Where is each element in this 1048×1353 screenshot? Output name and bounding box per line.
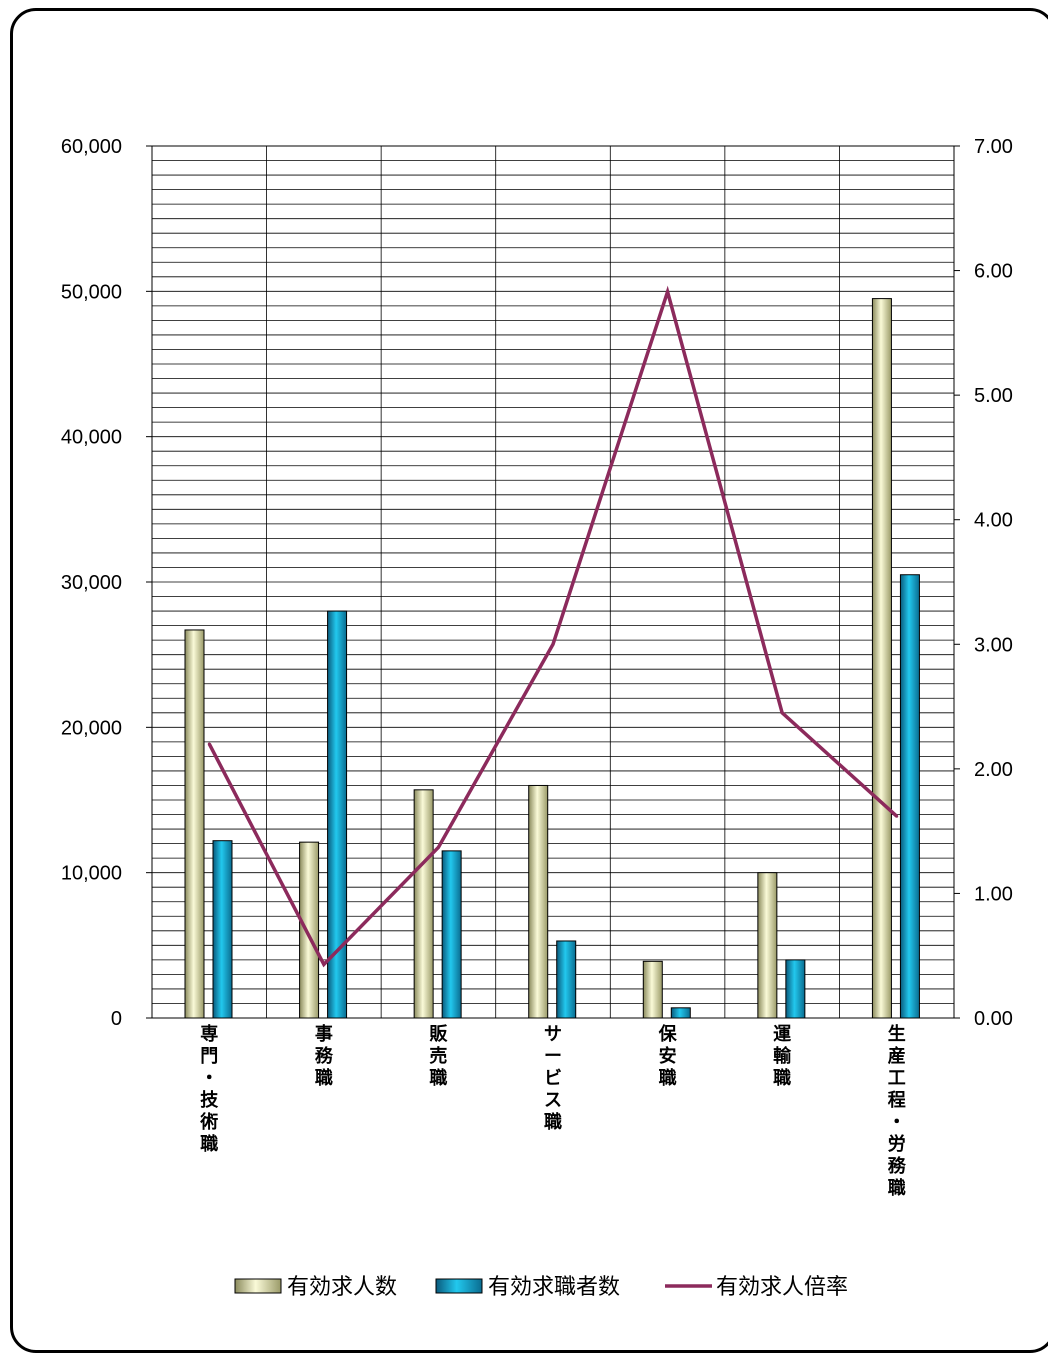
left-axis-tick-label: 20,000 <box>61 717 122 739</box>
legend-swatch-job-openings <box>234 1278 282 1294</box>
left-axis-tick-label: 10,000 <box>61 863 122 885</box>
category-label: 販売職 <box>429 1024 448 1089</box>
ratio-point <box>322 962 326 966</box>
ratio-point <box>551 642 555 646</box>
right-axis-tick-label: 5.00 <box>974 385 1013 407</box>
bar-job-seekers <box>899 574 920 1019</box>
left-axis-tick-label: 0 <box>111 1008 122 1030</box>
category-label: 生産工程・労務職 <box>888 1023 907 1199</box>
legend: 有効求人数 有効求職者数 有効求人倍率 <box>234 1275 848 1300</box>
legend-swatch-job-seekers <box>435 1278 483 1294</box>
bar-job-seekers <box>670 1007 691 1019</box>
bar-job-openings <box>528 784 549 1019</box>
bar-job-openings <box>871 298 892 1019</box>
legend-label-ratio: 有効求人倍率 <box>716 1275 848 1300</box>
bar-job-openings <box>184 629 205 1019</box>
bars <box>184 298 920 1019</box>
right-axis-tick-label: 3.00 <box>974 634 1013 656</box>
ratio-point <box>666 290 670 294</box>
category-label: 事務職 <box>315 1023 334 1089</box>
left-axis-tick-label: 30,000 <box>61 572 122 594</box>
right-axis-tick-label: 0.00 <box>974 1008 1013 1030</box>
ratio-point <box>436 845 440 849</box>
category-label: 専門・技術職 <box>199 1023 219 1155</box>
bar-job-openings <box>299 841 320 1019</box>
category-label: 保安職 <box>658 1023 678 1089</box>
left-axis-tick-label: 50,000 <box>61 281 122 303</box>
right-axis-tick-label: 1.00 <box>974 883 1013 905</box>
category-label: サービス職 <box>544 1024 562 1133</box>
bar-job-seekers <box>556 940 577 1019</box>
left-axis-tick-label: 40,000 <box>61 427 122 449</box>
bar-job-seekers <box>441 850 462 1019</box>
left-axis-tick-label: 60,000 <box>61 136 122 158</box>
ratio-point <box>780 711 784 715</box>
bar-job-openings <box>413 789 434 1019</box>
category-label: 運輸職 <box>773 1024 792 1089</box>
right-axis-tick-label: 4.00 <box>974 510 1013 532</box>
bar-job-openings <box>757 872 778 1019</box>
bar-job-seekers <box>785 959 806 1019</box>
axes: 0 10,000 20,000 30,000 40,000 50,000 60,000 0.0… <box>61 136 1013 1199</box>
legend-label-job-openings: 有効求人数 <box>287 1275 397 1300</box>
legend-label-job-seekers: 有効求職者数 <box>488 1275 620 1300</box>
ratio-line <box>207 285 899 968</box>
right-axis-tick-label: 6.00 <box>974 261 1013 283</box>
ratio-point <box>895 814 899 818</box>
gridlines <box>151 145 955 1019</box>
ratio-point <box>207 742 211 746</box>
right-axis-tick-label: 2.00 <box>974 759 1013 781</box>
bar-job-seekers <box>212 840 233 1019</box>
right-axis-tick-label: 7.00 <box>974 136 1013 158</box>
bar-job-openings <box>642 960 663 1019</box>
bar-job-seekers <box>327 610 348 1019</box>
